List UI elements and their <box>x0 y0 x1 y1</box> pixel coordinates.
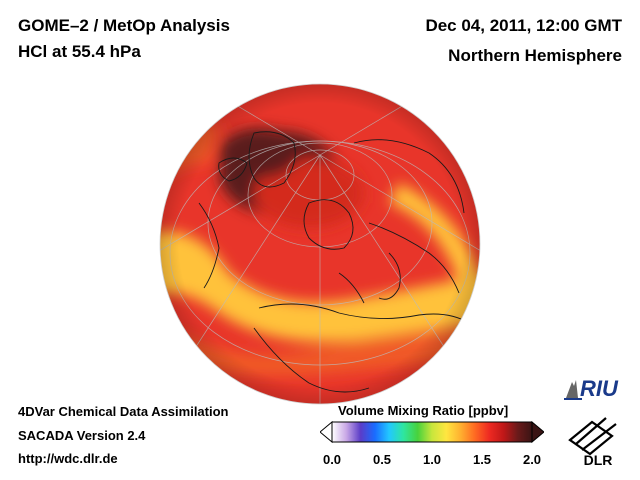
colorbar-tick: 0.5 <box>372 452 392 467</box>
globe-map <box>159 83 481 405</box>
colorbar-tick: 1.5 <box>472 452 492 467</box>
dlr-logo: DLR <box>568 417 617 468</box>
date-label: Dec 04, 2011, 12:00 GMT <box>425 16 622 35</box>
footer-url: http://wdc.dlr.de <box>18 451 118 466</box>
colorbar-tick: 1.0 <box>422 452 442 467</box>
footer-line-1: 4DVar Chemical Data Assimilation <box>18 404 229 419</box>
colorbar-max-arrow <box>531 421 544 443</box>
riu-logo: RIU <box>564 376 619 401</box>
dlr-logo-text: DLR <box>584 452 613 468</box>
footer-line-2: SACADA Version 2.4 <box>18 428 146 443</box>
colorbar-gradient <box>331 421 533 443</box>
colorbar-title: Volume Mixing Ratio [ppbv] <box>338 403 509 418</box>
riu-logo-text: RIU <box>580 376 619 401</box>
map-subtitle: HCl at 55.4 hPa <box>18 42 141 61</box>
colorbar-tick: 0.0 <box>322 452 342 467</box>
colorbar <box>320 421 544 443</box>
colorbar-min-arrow <box>320 421 333 443</box>
map-title: GOME–2 / MetOp Analysis <box>18 16 230 35</box>
region-label: Northern Hemisphere <box>448 46 622 65</box>
colorbar-tick: 2.0 <box>522 452 542 467</box>
